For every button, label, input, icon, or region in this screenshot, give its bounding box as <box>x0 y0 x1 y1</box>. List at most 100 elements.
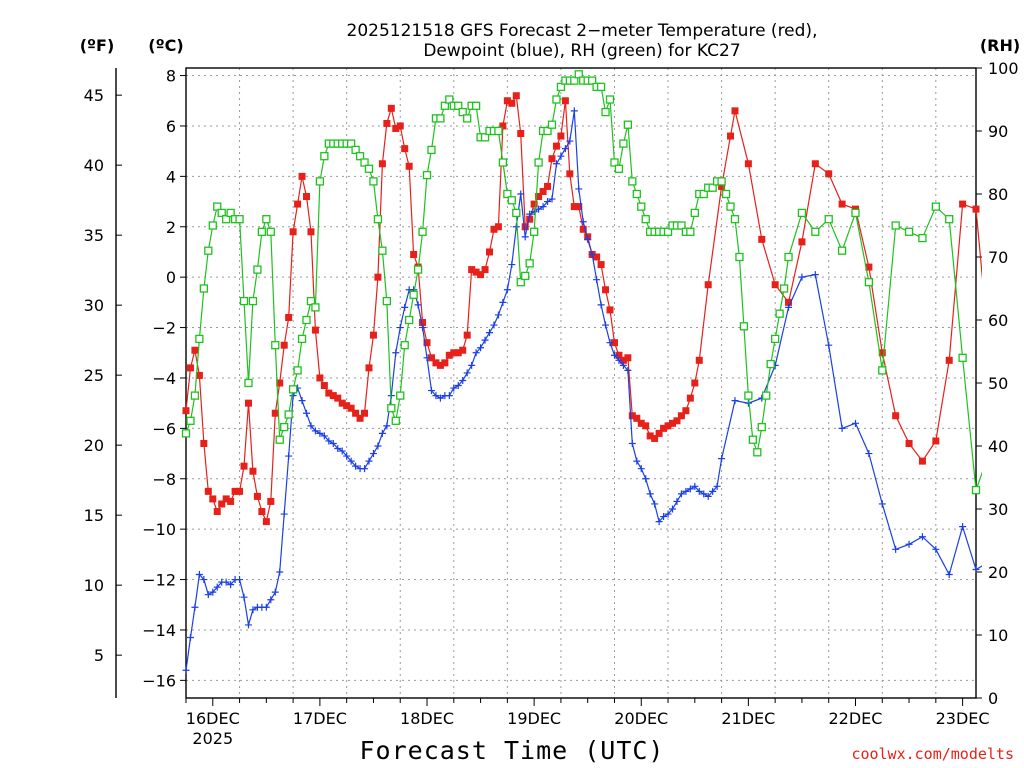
data-point-square <box>441 359 449 367</box>
data-point-plus <box>660 513 668 521</box>
data-point-plus <box>544 198 552 206</box>
data-point-open-square <box>744 391 753 400</box>
data-point-plus <box>521 233 529 241</box>
data-point-open-square <box>262 215 271 224</box>
data-point-open-square <box>762 391 771 400</box>
data-point-plus <box>486 329 494 337</box>
data-point-square <box>771 281 779 289</box>
data-point-square <box>798 238 806 246</box>
data-point-open-square <box>275 435 284 444</box>
data-point-square <box>727 132 735 140</box>
data-point-open-square <box>918 233 927 243</box>
fahrenheit-tick-label: 35 <box>84 226 104 245</box>
data-point-open-square <box>766 359 775 369</box>
rh-tick-label: 90 <box>988 122 1008 141</box>
data-point-plus <box>450 384 458 392</box>
data-point-square <box>316 374 324 382</box>
fahrenheit-tick-label: 15 <box>84 506 104 525</box>
data-point-open-square <box>244 378 253 388</box>
celsius-tick-label: −14 <box>142 621 176 640</box>
data-point-plus <box>999 551 1006 558</box>
data-point-open-square <box>454 101 463 110</box>
data-point-open-square <box>369 177 378 186</box>
data-point-plus <box>619 361 627 369</box>
data-point-square <box>378 160 386 168</box>
data-point-plus <box>347 457 355 465</box>
data-point-open-square <box>619 139 628 148</box>
data-point-open-square <box>445 95 454 104</box>
data-point-square <box>566 170 574 178</box>
data-point-square <box>361 409 369 417</box>
data-point-open-square <box>971 485 981 495</box>
data-point-open-square <box>498 158 508 167</box>
data-point-plus <box>718 455 726 463</box>
data-point-plus <box>490 321 498 329</box>
data-point-plus <box>570 107 578 115</box>
data-point-plus <box>651 500 659 508</box>
data-point-open-square <box>181 429 191 438</box>
data-point-plus <box>892 545 900 553</box>
data-point-square <box>535 193 543 201</box>
x-tick-label: 23DEC <box>936 709 990 728</box>
celsius-unit-label: (ºC) <box>148 36 183 55</box>
data-point-plus <box>209 588 217 596</box>
data-point-open-square <box>748 435 757 444</box>
data-point-square <box>673 417 681 425</box>
data-point-plus <box>878 500 886 508</box>
data-point-square <box>271 409 279 417</box>
data-point-square <box>445 351 453 359</box>
data-point-plus <box>236 576 244 584</box>
data-point-square <box>530 200 538 208</box>
data-point-plus <box>593 276 601 284</box>
data-point-plus <box>628 439 636 447</box>
data-point-open-square <box>543 126 552 136</box>
data-point-square <box>249 467 257 475</box>
data-point-square <box>503 97 511 105</box>
series-dewpoint <box>182 107 1006 674</box>
data-point-plus <box>267 596 275 604</box>
rh-tick-label: 80 <box>988 185 1008 204</box>
data-point-square <box>668 419 676 427</box>
data-point-plus <box>494 311 502 319</box>
data-point-open-square <box>771 334 780 344</box>
data-point-open-square <box>190 391 200 400</box>
data-point-open-square <box>864 278 874 287</box>
data-point-open-square <box>271 341 280 350</box>
data-point-plus <box>566 137 574 145</box>
data-point-square <box>365 364 373 372</box>
data-point-square <box>347 404 355 412</box>
data-point-open-square <box>306 296 316 306</box>
data-point-open-square <box>208 221 217 230</box>
data-point-plus <box>240 593 248 601</box>
celsius-tick-label: −16 <box>142 671 176 690</box>
data-point-open-square <box>382 296 391 306</box>
data-point-open-square <box>641 215 650 224</box>
data-point-square <box>486 248 494 256</box>
fahrenheit-unit-label: (ºF) <box>80 36 115 55</box>
data-point-square <box>972 205 980 213</box>
series-layer <box>181 70 1006 674</box>
data-point-open-square <box>570 76 579 85</box>
data-point-open-square <box>195 334 204 344</box>
data-point-square <box>240 462 248 470</box>
data-point-square <box>298 172 306 180</box>
data-point-plus <box>191 603 199 611</box>
data-point-plus <box>579 218 587 226</box>
data-point-plus <box>624 366 632 374</box>
data-point-square <box>905 439 913 447</box>
series-line <box>185 73 982 491</box>
data-point-square <box>494 223 502 231</box>
data-point-square <box>383 119 391 127</box>
data-point-square <box>222 495 230 503</box>
data-point-square <box>334 394 342 402</box>
data-point-square <box>539 187 547 195</box>
data-point-plus <box>468 361 476 369</box>
data-point-open-square <box>480 133 490 142</box>
data-point-plus <box>320 432 328 440</box>
data-point-plus <box>396 324 404 332</box>
data-point-open-square <box>360 158 369 167</box>
data-point-plus <box>204 591 212 599</box>
data-point-plus <box>539 203 547 211</box>
fahrenheit-tick-label: 40 <box>84 156 104 175</box>
data-point-plus <box>365 457 373 465</box>
